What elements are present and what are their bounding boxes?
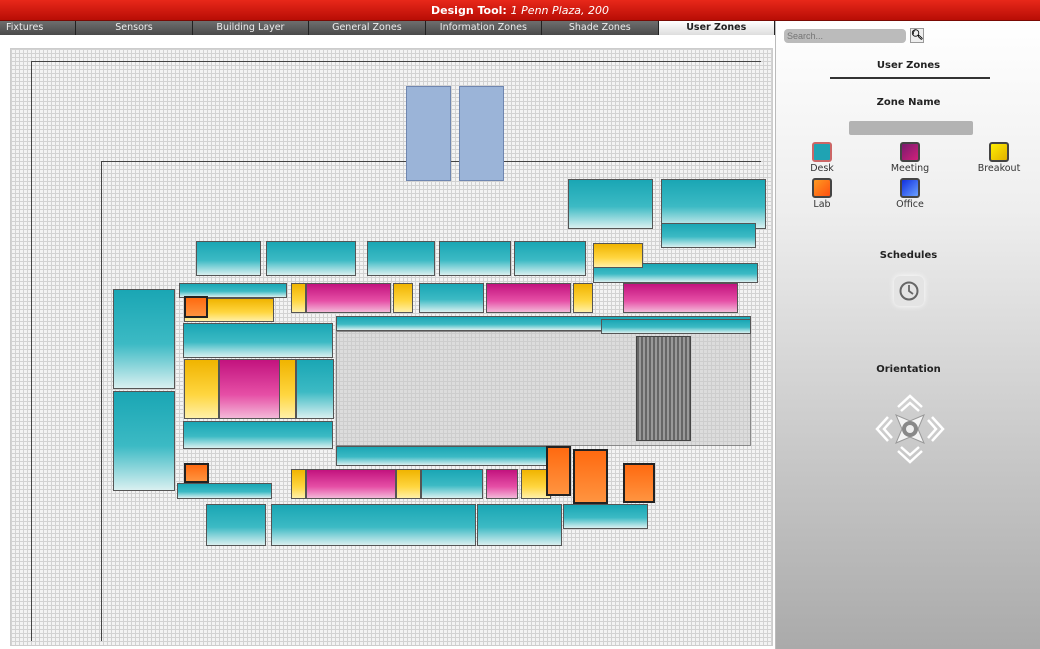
desk-zone[interactable] <box>113 289 175 389</box>
desk-zone[interactable] <box>601 319 751 334</box>
zone-name-input[interactable] <box>849 121 973 135</box>
desk-zone[interactable] <box>271 504 476 546</box>
desk-zone[interactable] <box>206 504 266 546</box>
stair-core <box>636 336 691 441</box>
tab-sensors[interactable]: Sensors <box>76 21 193 35</box>
panel-heading: User Zones <box>876 60 941 71</box>
tab-bar: Fixtures Sensors Building Layer General … <box>0 21 775 35</box>
clock-icon <box>899 281 919 301</box>
zone-type-label: Office <box>896 199 924 210</box>
desk-zone[interactable] <box>179 283 287 298</box>
lab-zone[interactable] <box>184 463 209 483</box>
floor-plan-canvas[interactable] <box>10 48 773 646</box>
desk-zone[interactable] <box>593 263 758 283</box>
zone-type-desk[interactable]: Desk <box>787 142 857 174</box>
desk-zone[interactable] <box>419 283 484 313</box>
breakout-swatch <box>989 142 1009 162</box>
lab-zone[interactable] <box>546 446 571 496</box>
lab-zone[interactable] <box>623 463 655 503</box>
tab-shade-zones[interactable]: Shade Zones <box>542 21 659 35</box>
desk-zone[interactable] <box>113 391 175 491</box>
tab-general-zones[interactable]: General Zones <box>309 21 426 35</box>
desk-zone[interactable] <box>477 504 562 546</box>
desk-zone[interactable] <box>177 483 272 499</box>
search-input[interactable] <box>784 29 906 43</box>
desk-zone[interactable] <box>266 241 356 276</box>
desk-zone[interactable] <box>661 179 766 229</box>
orientation-label: Orientation <box>876 364 941 375</box>
breakout-zone[interactable] <box>573 283 593 313</box>
divider <box>830 77 990 79</box>
lab-swatch <box>812 178 832 198</box>
title-bar: Design Tool: 1 Penn Plaza, 200 <box>0 0 1040 21</box>
information-table <box>459 86 504 181</box>
breakout-zone[interactable] <box>593 243 643 268</box>
zone-type-lab[interactable]: Lab <box>787 178 857 210</box>
wall-line <box>31 61 32 641</box>
meeting-zone[interactable] <box>486 469 518 499</box>
zone-type-label: Breakout <box>977 163 1021 174</box>
breakout-zone[interactable] <box>291 469 306 499</box>
desk-zone[interactable] <box>439 241 511 276</box>
meeting-zone[interactable] <box>306 469 396 499</box>
desk-zone[interactable] <box>336 446 548 466</box>
desk-zone[interactable] <box>514 241 586 276</box>
breakout-zone[interactable] <box>184 359 219 419</box>
tab-user-zones[interactable]: User Zones <box>658 21 775 35</box>
zone-type-label: Desk <box>810 163 834 174</box>
desk-zone[interactable] <box>296 359 334 419</box>
breakout-zone[interactable] <box>291 283 306 313</box>
schedules-label: Schedules <box>879 250 938 261</box>
search-button[interactable]: 🔍︎ <box>910 28 924 43</box>
zone-type-office[interactable]: Office <box>875 178 945 210</box>
desk-zone[interactable] <box>183 323 333 358</box>
meeting-zone[interactable] <box>623 283 738 313</box>
desk-zone[interactable] <box>421 469 483 499</box>
tab-information-zones[interactable]: Information Zones <box>425 21 543 35</box>
lab-zone[interactable] <box>573 449 608 504</box>
desk-zone[interactable] <box>196 241 261 276</box>
desk-zone[interactable] <box>661 223 756 248</box>
tab-building-layer[interactable]: Building Layer <box>192 21 310 35</box>
desk-zone[interactable] <box>367 241 435 276</box>
app-title: Design Tool: <box>431 4 507 17</box>
tab-fixtures[interactable]: Fixtures <box>0 21 77 35</box>
information-table <box>406 86 451 181</box>
breakout-zone[interactable] <box>396 469 421 499</box>
sidebar: 🔍︎ User Zones Zone Name Desk Meeting Bre… <box>775 21 1040 649</box>
wall-line <box>101 161 102 641</box>
desk-swatch <box>812 142 832 162</box>
zone-name-label: Zone Name <box>876 97 941 108</box>
zone-type-label: Lab <box>813 199 831 210</box>
lab-zone[interactable] <box>184 296 208 318</box>
project-name: 1 Penn Plaza, 200 <box>510 4 609 17</box>
directional-pad-icon[interactable] <box>874 393 946 465</box>
desk-zone[interactable] <box>183 421 333 449</box>
schedules-button[interactable] <box>894 276 924 306</box>
desk-zone[interactable] <box>563 504 648 529</box>
magnifier-icon: 🔍︎ <box>911 30 924 41</box>
meeting-zone[interactable] <box>306 283 391 313</box>
desk-zone[interactable] <box>568 179 653 229</box>
breakout-zone[interactable] <box>279 359 296 419</box>
breakout-zone[interactable] <box>393 283 413 313</box>
wall-line <box>31 61 761 62</box>
zone-type-label: Meeting <box>890 163 930 174</box>
zone-type-meeting[interactable]: Meeting <box>875 142 945 174</box>
meeting-swatch <box>900 142 920 162</box>
office-swatch <box>900 178 920 198</box>
meeting-zone[interactable] <box>486 283 571 313</box>
zone-type-breakout[interactable]: Breakout <box>964 142 1034 174</box>
